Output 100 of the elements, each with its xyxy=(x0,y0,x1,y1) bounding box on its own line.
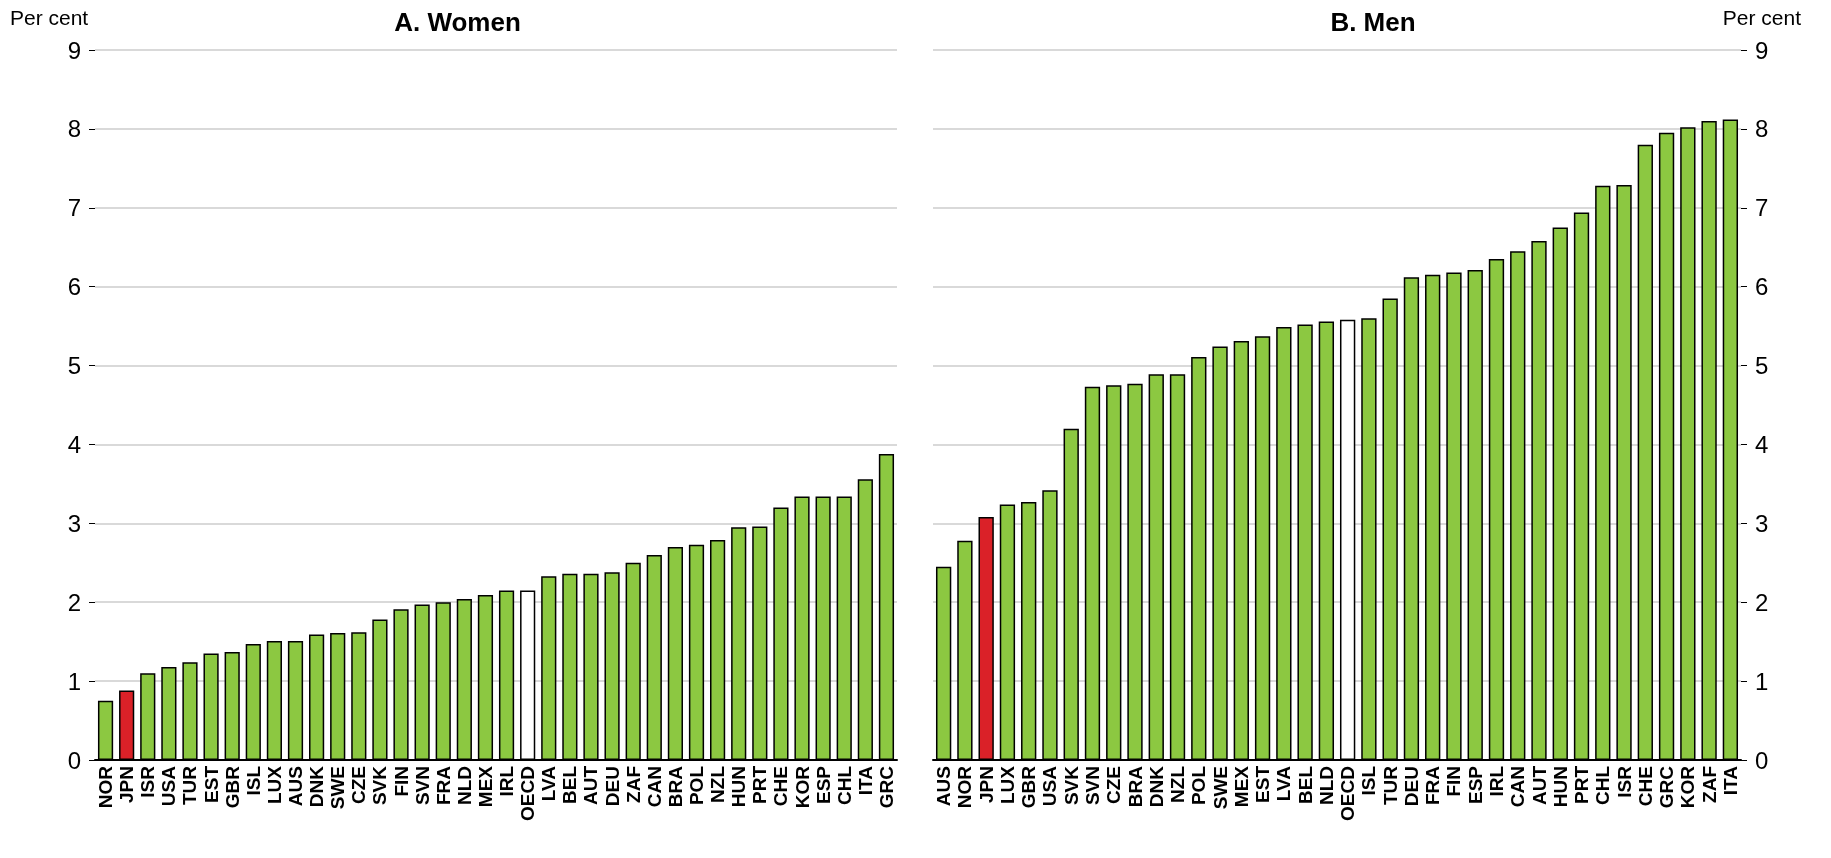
x-tick-label: POL xyxy=(1188,765,1210,806)
x-tick-label: USA xyxy=(158,765,180,807)
x-tick-label: AUS xyxy=(285,766,306,807)
y-tick-label: 7 xyxy=(67,194,81,222)
y-tick-label: 1 xyxy=(67,667,81,695)
y-tick-label: 3 xyxy=(1755,509,1769,537)
x-tick-label: LVA xyxy=(1273,765,1295,802)
x-tick-label: ISL xyxy=(242,765,264,796)
x-tick-label: POL xyxy=(686,765,707,806)
x-tick-label: CHL xyxy=(833,765,855,806)
x-tick-label: NLD xyxy=(453,766,475,806)
x-tick-label: SVN xyxy=(1081,766,1103,806)
x-tick-label: JPN xyxy=(116,766,138,803)
x-tick-label: USA xyxy=(1039,765,1061,807)
x-tick-label: FRA xyxy=(432,765,454,806)
y-tick-label: 2 xyxy=(67,588,81,616)
x-tick-label: ESP xyxy=(1464,765,1486,805)
x-tick-label: OECD xyxy=(1337,766,1359,821)
y-tick-label: 9 xyxy=(1755,36,1769,64)
y-tick-label: 5 xyxy=(67,352,81,380)
x-tick-label: DEU xyxy=(1400,766,1422,807)
y-tick-label: 0 xyxy=(1755,746,1769,774)
x-tick-label: ZAF xyxy=(622,766,644,803)
y-tick-label: 6 xyxy=(1755,273,1769,301)
x-tick-label: TUR xyxy=(179,765,201,806)
x-tick-label: DNK xyxy=(1145,765,1167,808)
y-tick-label: 3 xyxy=(67,509,81,537)
x-tick-label: CAN xyxy=(643,766,665,808)
x-tick-label: NOR xyxy=(954,765,976,809)
x-tick-label: KOR xyxy=(1677,765,1699,809)
y-tick-label: 6 xyxy=(67,273,81,301)
x-tick-label: EST xyxy=(1252,765,1274,803)
x-tick-label: GBR xyxy=(1018,765,1040,809)
x-tick-label: ITA xyxy=(1719,765,1741,796)
x-tick-label: BEL xyxy=(559,765,581,804)
y-tick-label: 9 xyxy=(67,36,81,64)
x-tick-label: CHE xyxy=(1634,766,1656,807)
y-axis-title: Per cent xyxy=(1722,6,1802,29)
x-tick-label: LUX xyxy=(263,765,285,804)
x-tick-label: PRT xyxy=(749,765,771,804)
y-tick-label: 5 xyxy=(1755,352,1769,380)
x-tick-label: DEU xyxy=(601,766,623,807)
x-tick-label: SWE xyxy=(327,766,349,810)
y-tick-label: 4 xyxy=(1755,430,1769,458)
x-tick-label: ISR xyxy=(137,765,159,798)
x-tick-label: MEX xyxy=(1230,765,1252,808)
x-tick-label: TUR xyxy=(1379,765,1401,806)
x-tick-label: JPN xyxy=(975,766,997,803)
y-tick-label: 0 xyxy=(67,746,81,774)
x-tick-label: BRA xyxy=(664,765,686,808)
x-tick-label: LVA xyxy=(538,765,560,802)
x-tick-label: NLD xyxy=(1315,766,1337,806)
x-tick-label: CAN xyxy=(1507,766,1529,808)
x-tick-label: ZAF xyxy=(1698,766,1720,803)
x-tick-label: BRA xyxy=(1124,765,1146,808)
x-tick-label: GRC xyxy=(875,765,897,809)
y-tick-label: 8 xyxy=(1755,115,1769,143)
y-axis-title: Per cent xyxy=(10,6,89,29)
chart-title: A. Women xyxy=(394,7,521,37)
x-tick-label: SVK xyxy=(1060,765,1082,806)
x-tick-label: PRT xyxy=(1571,765,1593,804)
chart-title: B. Men xyxy=(1330,7,1416,37)
y-tick-label: 8 xyxy=(67,115,81,143)
x-tick-label: NZL xyxy=(707,765,729,803)
x-tick-label: EST xyxy=(200,765,222,803)
x-tick-label: CZE xyxy=(348,766,370,804)
x-tick-label: AUS xyxy=(933,766,955,807)
x-tick-label: CHE xyxy=(770,766,792,807)
y-tick-label: 2 xyxy=(1755,588,1769,616)
x-tick-label: SWE xyxy=(1209,766,1231,810)
x-tick-label: HUN xyxy=(1549,766,1571,808)
y-tick-label: 7 xyxy=(1755,194,1769,222)
x-tick-label: NZL xyxy=(1167,765,1189,803)
x-tick-label: FIN xyxy=(390,766,412,797)
x-tick-label: FRA xyxy=(1422,765,1444,806)
x-tick-label: KOR xyxy=(791,765,813,809)
x-tick-label: HUN xyxy=(728,766,750,808)
x-tick-label: AUT xyxy=(580,765,602,806)
y-tick-label: 1 xyxy=(1755,667,1769,695)
x-tick-label: NOR xyxy=(95,765,117,809)
x-tick-label: IRL xyxy=(1485,765,1507,797)
x-tick-label: SVN xyxy=(411,766,433,806)
x-tick-label: SVK xyxy=(369,765,391,806)
x-tick-label: CZE xyxy=(1103,766,1125,804)
x-tick-label: BEL xyxy=(1294,765,1316,804)
x-tick-label: IRL xyxy=(496,765,518,797)
x-tick-label: CHL xyxy=(1592,765,1614,806)
y-tick-label: 4 xyxy=(67,430,81,458)
x-tick-label: ESP xyxy=(812,765,834,805)
x-tick-label: GBR xyxy=(221,765,243,809)
x-tick-label: ISR xyxy=(1613,765,1635,798)
x-tick-label: ITA xyxy=(854,765,876,796)
x-tick-label: DNK xyxy=(306,765,328,808)
x-tick-label: MEX xyxy=(474,765,496,808)
x-tick-label: LUX xyxy=(996,765,1018,804)
x-tick-label: GRC xyxy=(1656,765,1678,809)
x-tick-label: AUT xyxy=(1528,765,1550,806)
x-tick-label: OECD xyxy=(517,766,539,821)
x-tick-label: ISL xyxy=(1358,765,1380,796)
x-tick-label: FIN xyxy=(1443,766,1465,797)
